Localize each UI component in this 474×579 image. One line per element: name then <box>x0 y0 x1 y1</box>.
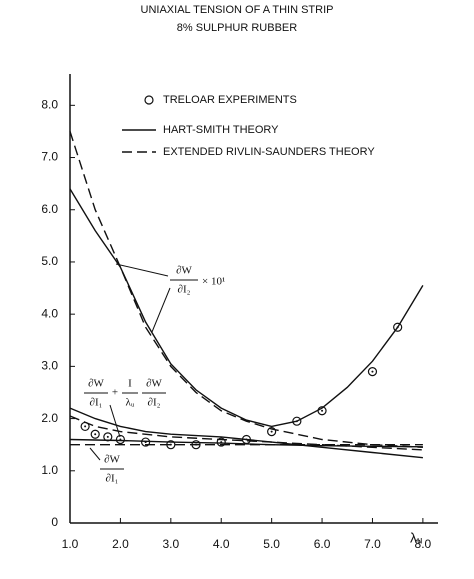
data-point <box>393 322 403 332</box>
leader-line <box>151 287 171 333</box>
line <box>69 415 423 451</box>
annotation-text: ∂I₂ <box>148 397 161 409</box>
legend-label: HART-SMITH THEORY <box>163 124 279 136</box>
annotation-text: I <box>128 378 132 390</box>
x-tick-label: 6.0 <box>314 537 331 551</box>
leader-line <box>89 447 101 461</box>
annotation-text: ∂W <box>146 378 162 390</box>
data-point <box>267 427 277 437</box>
x-axis-label: λᵤ <box>410 530 422 546</box>
y-tick-label: 8.0 <box>41 97 58 111</box>
x-tick-label: 5.0 <box>263 537 280 551</box>
line <box>69 407 423 459</box>
annotation-text: ∂W <box>88 378 104 390</box>
y-tick-label: 3.0 <box>41 359 58 373</box>
x-tick-label: 2.0 <box>112 537 129 551</box>
data-point <box>216 437 226 447</box>
legend-label: TRELOAR EXPERIMENTS <box>163 94 297 106</box>
y-tick-label: 1.0 <box>41 463 58 477</box>
data-point <box>90 429 100 439</box>
chart-title: UNIAXIAL TENSION OF A THIN STRIP <box>141 4 334 16</box>
annotation-text: ∂W <box>104 454 120 466</box>
leader-line <box>115 263 169 277</box>
data-point-center <box>106 435 109 438</box>
data-point-center <box>371 370 374 373</box>
legend-label: EXTENDED RIVLIN-SAUNDERS THEORY <box>163 146 375 158</box>
y-tick-label: 2.0 <box>41 411 58 425</box>
data-point-center <box>84 425 87 428</box>
annotation-text: + <box>112 387 118 399</box>
chart-subtitle: 8% SULPHUR RUBBER <box>177 22 297 34</box>
line <box>69 131 423 448</box>
data-point <box>292 416 302 426</box>
x-tick-label: 3.0 <box>162 537 179 551</box>
annotation-text: ∂W <box>176 265 192 277</box>
data-point-center <box>321 409 324 412</box>
line <box>69 438 423 448</box>
y-tick-label: 0 <box>51 515 58 529</box>
x-tick-label: 1.0 <box>62 537 79 551</box>
x-tick-label: 4.0 <box>213 537 230 551</box>
leader-line <box>109 404 121 438</box>
data-point-center <box>169 443 172 446</box>
data-point-center <box>94 433 97 436</box>
annotation-text: ∂I₂ <box>178 284 191 296</box>
line <box>69 188 424 428</box>
y-tick-label: 7.0 <box>41 150 58 164</box>
annotation-text: ∂I₁ <box>90 397 103 409</box>
y-tick-label: 5.0 <box>41 254 58 268</box>
legend-marker <box>144 95 154 105</box>
x-tick-label: 7.0 <box>364 537 381 551</box>
y-tick-label: 4.0 <box>41 306 58 320</box>
annotation-text: ∂I₁ <box>106 473 119 485</box>
annotation-text: λᵤ <box>126 397 135 409</box>
data-point-center <box>270 430 273 433</box>
annotation-text: × 10¹ <box>202 276 225 288</box>
data-point <box>115 434 126 445</box>
x-tick-label: 8.0 <box>415 537 432 551</box>
data-point <box>367 366 378 377</box>
y-tick-label: 6.0 <box>41 202 58 216</box>
